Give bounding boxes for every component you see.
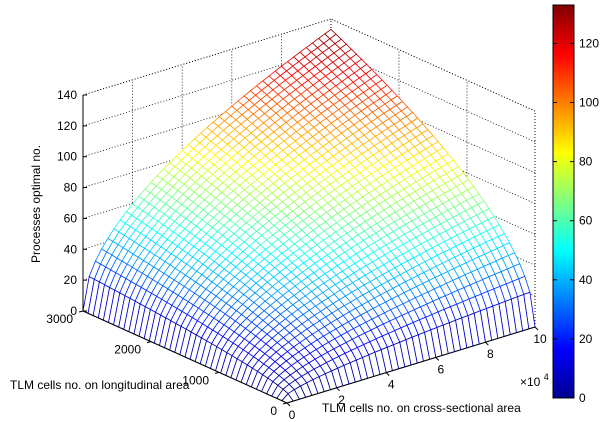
x-tick-label: 2 [338,393,345,407]
colorbar-tick-label: 60 [579,214,593,228]
y-tick-label: 2000 [114,343,141,357]
z-tick-label: 120 [57,119,77,133]
z-tick-label: 100 [57,150,77,164]
x-tick-mark [534,326,539,331]
z-tick-label: 40 [64,242,78,256]
x-exponent-label: ×10 4 [520,372,549,389]
y-axis-label: TLM cells no. on longitudinal area [10,378,190,392]
colorbar [552,4,575,399]
surface-mesh [82,28,536,404]
x-tick-label: 6 [437,362,444,376]
colorbar-tick-label: 100 [579,96,599,110]
z-tick-label: 0 [70,304,77,318]
colorbar-tick-label: 20 [579,332,593,346]
colorbar-tick-label: 0 [579,391,586,405]
x-tick-label: 0 [289,408,296,422]
x-exponent-power: 4 [544,372,549,382]
x-tick-mark [485,341,489,346]
x-tick-label: 8 [487,347,494,361]
y-tick-label: 3000 [46,312,73,326]
y-tick-label: 1000 [182,373,209,387]
colorbar-ticks: 0 20 40 60 80 100 120 [553,36,599,405]
x-tick-label: 4 [388,378,395,392]
x-tick-label: 10 [533,332,547,346]
y-tick-mark [78,310,84,313]
grid-line-z [330,18,536,112]
z-tick-label: 20 [64,273,78,287]
x-axis-line [286,326,536,404]
y-tick-mark [282,402,288,405]
colorbar-tick-label: 120 [579,36,599,50]
colorbar-tick-label: 80 [579,155,593,169]
x-axis-label: TLM cells no. on cross-sectional area [322,401,521,415]
z-tick-label: 140 [57,88,77,102]
x-exponent-base: ×10 [520,375,541,389]
grid-line-z [82,18,332,96]
y-axis-line [82,310,288,404]
y-tick-mark [146,341,152,344]
y-tick-mark [214,371,220,374]
x-tick-mark [336,387,340,392]
x-tick-mark [385,372,390,376]
z-tick-label: 60 [64,211,78,225]
x-tick-mark [286,402,291,407]
y-tick-label: 0 [270,404,277,418]
z-axis-label: Processes optimal no. [29,145,43,263]
colorbar-tick-label: 40 [579,273,593,287]
x-tick-mark [435,357,440,361]
z-tick-label: 80 [64,181,78,195]
axes-box-front [82,95,536,404]
